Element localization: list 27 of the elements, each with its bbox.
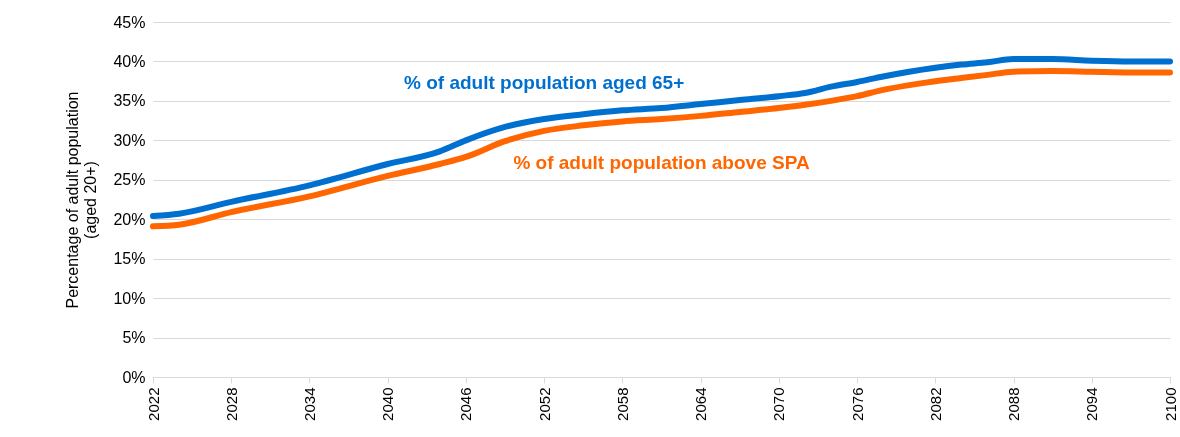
x-tick-label: 2076	[848, 387, 866, 421]
x-tick-label: 2094	[1083, 387, 1101, 421]
y-tick-label: 45%	[113, 13, 146, 31]
y-tick-label: 20%	[113, 210, 146, 228]
series-label: % of adult population above SPA	[513, 152, 810, 174]
y-tick-label: 10%	[113, 289, 146, 307]
x-tick-label: 2058	[613, 387, 631, 421]
x-tick-label: 2082	[926, 387, 944, 421]
series-label: % of adult population aged 65+	[404, 72, 685, 94]
y-tick-label: 15%	[113, 250, 146, 268]
x-tick-label: 2034	[300, 387, 318, 421]
y-tick-label: 40%	[113, 52, 146, 70]
y-tick-label: 30%	[113, 131, 146, 149]
x-tick-label: 2052	[535, 387, 553, 421]
y-tick-label: 0%	[122, 368, 146, 386]
x-tick-label: 2070	[770, 387, 788, 421]
x-tick-label: 2064	[692, 387, 710, 421]
x-tick-label: 2028	[222, 387, 240, 421]
y-tick-label: 5%	[122, 329, 146, 347]
y-axis-title: Percentage of adult population (aged 20+)	[64, 91, 100, 309]
x-tick-label: 2022	[144, 387, 162, 421]
x-tick-label: 2046	[457, 387, 475, 421]
y-tick-label: 35%	[113, 92, 146, 110]
x-tick-label: 2100	[1161, 387, 1179, 421]
x-tick-label: 2088	[1005, 387, 1023, 421]
y-tick-label: 25%	[113, 171, 146, 189]
x-tick-label: 2040	[379, 387, 397, 421]
